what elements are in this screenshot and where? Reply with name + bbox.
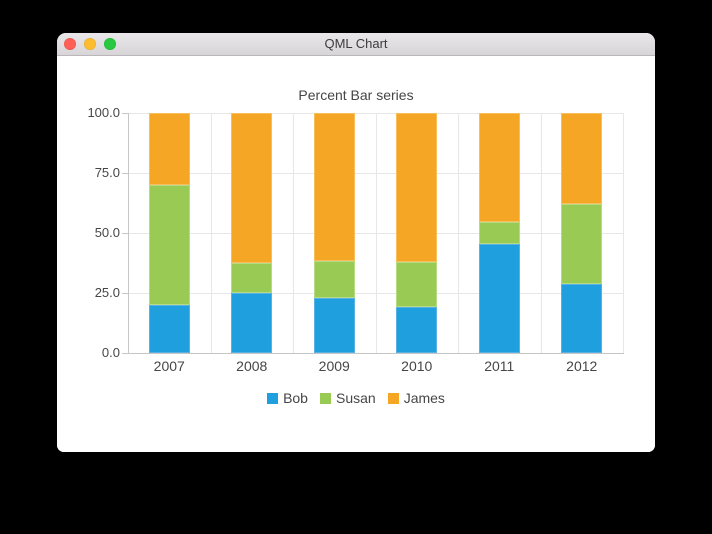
window-title: QML Chart (324, 36, 388, 51)
bar-segment-james (231, 113, 273, 263)
bar-segment-bob (231, 293, 273, 353)
chart-legend: Bob Susan James (57, 390, 655, 406)
close-button[interactable] (64, 38, 76, 50)
y-axis-tick (122, 353, 128, 354)
y-axis-label: 100.0 (87, 105, 120, 120)
bar-segment-james (396, 113, 438, 262)
chart-title: Percent Bar series (298, 87, 414, 103)
chart-area: Percent Bar series Bob Susan James 100.0 75… (57, 56, 655, 452)
window-titlebar[interactable]: QML Chart (57, 33, 655, 56)
legend-item-james: James (387, 390, 445, 406)
x-axis-label: 2009 (318, 358, 350, 374)
bar-segment-james (478, 113, 520, 222)
legend-marker-james (387, 392, 399, 404)
zoom-button[interactable] (104, 38, 116, 50)
bar-segment-susan (478, 221, 520, 244)
legend-label: Bob (283, 390, 308, 406)
bar-segment-james (313, 113, 355, 261)
x-axis-label: 2008 (236, 358, 268, 374)
window-controls (64, 38, 116, 50)
bar-segment-susan (148, 185, 190, 305)
y-axis-tick (122, 173, 128, 174)
legend-label: James (403, 390, 445, 406)
x-axis-line (128, 353, 624, 354)
gridline-vertical (458, 113, 459, 353)
bar-segment-susan (561, 204, 603, 285)
y-axis-label: 75.0 (94, 165, 120, 180)
x-axis-label: 2012 (566, 358, 598, 374)
bar-segment-susan (313, 260, 355, 298)
y-axis-label: 0.0 (101, 345, 120, 360)
legend-marker-susan (319, 392, 331, 404)
bar-segment-bob (313, 297, 355, 353)
bar-segment-james (148, 113, 190, 185)
gridline-vertical (623, 113, 624, 353)
bar-segment-bob (148, 305, 190, 353)
y-axis-line (128, 113, 129, 354)
gridline-vertical (210, 113, 212, 353)
bar-segment-susan (231, 263, 273, 293)
bar-segment-bob (561, 284, 603, 353)
y-axis-tick (122, 233, 128, 234)
y-axis-label: 50.0 (94, 225, 120, 240)
legend-item-susan: Susan (319, 390, 376, 406)
bar-segment-bob (478, 243, 520, 353)
minimize-button[interactable] (84, 38, 96, 50)
x-axis-label: 2010 (401, 358, 433, 374)
legend-label: Susan (335, 390, 376, 406)
bar-segment-james (561, 113, 603, 205)
bar-segment-susan (396, 261, 438, 308)
legend-item-bob: Bob (267, 390, 308, 406)
gridline-vertical (540, 113, 542, 353)
gridline-vertical (375, 113, 377, 353)
gridline-vertical (293, 113, 294, 353)
y-axis-tick (122, 293, 128, 294)
y-axis-label: 25.0 (94, 285, 120, 300)
x-axis-label: 2011 (484, 358, 515, 374)
bar-segment-bob (396, 307, 438, 353)
legend-marker-bob (267, 392, 279, 404)
x-axis-label: 2007 (153, 358, 185, 374)
y-axis-tick (122, 113, 128, 114)
qml-chart-window: QML Chart Percent Bar series Bob Susan Jam… (57, 33, 655, 452)
